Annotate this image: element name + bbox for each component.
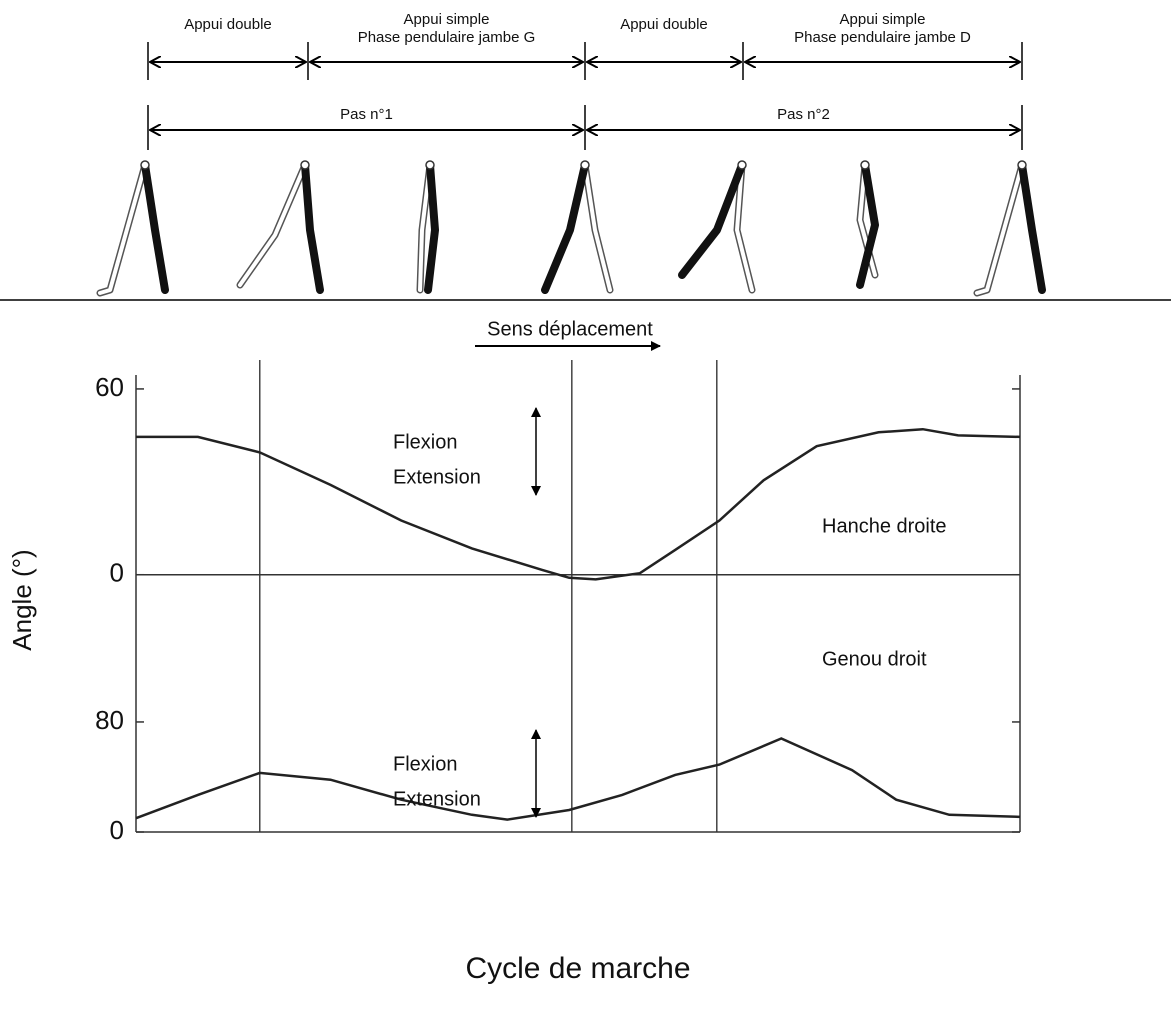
leg-figures [0, 160, 1171, 301]
annotation: Extension [393, 788, 481, 810]
step-label: Pas n°1 [340, 106, 393, 123]
white-leg-inner [735, 163, 754, 292]
curve [135, 737, 1021, 821]
black-leg [1018, 161, 1046, 294]
black-leg [141, 161, 169, 294]
curve [136, 427, 1021, 581]
hip-joint [300, 160, 310, 170]
white-leg-inner [238, 163, 307, 287]
direction-label: Sens déplacement [487, 318, 653, 340]
hip-joint [140, 160, 150, 170]
x-axis-label: Cycle de marche [465, 952, 690, 985]
white-leg-inner [583, 163, 612, 292]
black-leg [856, 161, 879, 289]
series-label: Genou droit [822, 648, 927, 670]
white-leg-inner [975, 163, 1024, 295]
black-leg [301, 161, 324, 294]
y-tick-label: 0 [110, 558, 124, 588]
black-leg [678, 161, 746, 279]
black-leg [424, 161, 439, 294]
phase-label: Appui simple [404, 11, 490, 28]
hip-joint [737, 160, 747, 170]
phase-label: Phase pendulaire jambe D [794, 29, 971, 46]
phase-label: Appui simple [840, 11, 926, 28]
y-tick-label: 80 [95, 705, 124, 735]
phase-label: Appui double [620, 16, 708, 33]
white-leg-inner [98, 163, 147, 295]
hip-joint [425, 160, 435, 170]
annotation: Flexion [393, 431, 457, 453]
y-tick-label: 0 [110, 815, 124, 845]
annotation: Extension [393, 466, 481, 488]
y-axis-label: Angle (°) [7, 549, 37, 650]
phase-label: Phase pendulaire jambe G [358, 29, 536, 46]
annotation: Flexion [393, 753, 457, 775]
hip-joint [1017, 160, 1027, 170]
black-leg [541, 161, 589, 294]
step-label: Pas n°2 [777, 106, 830, 123]
phase-label: Appui double [184, 16, 272, 33]
hip-joint [580, 160, 590, 170]
hip-joint [860, 160, 870, 170]
white-leg-inner [418, 163, 432, 292]
y-tick-label: 60 [95, 372, 124, 402]
series-label: Hanche droite [822, 515, 947, 537]
